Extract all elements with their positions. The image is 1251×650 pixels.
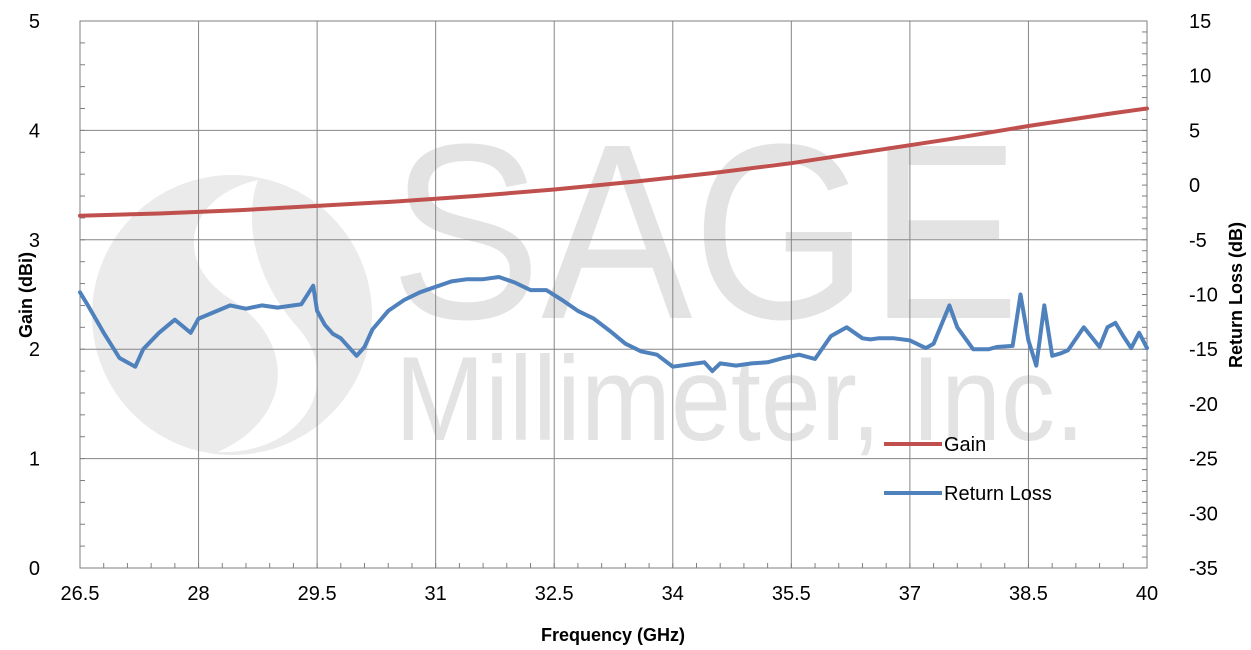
legend-label: Gain [944, 434, 986, 456]
y-axis-left-tick-labels: 0 1 2 3 4 5 [29, 11, 40, 580]
x-tick-label: 29.5 [298, 583, 337, 605]
y-right-tick-label: -5 [1189, 230, 1207, 252]
x-tick-label: 28 [187, 583, 209, 605]
series-line-gain [78, 106, 1149, 218]
x-tick-label: 31 [425, 583, 447, 605]
x-axis-title: Frequency (GHz) [541, 625, 685, 645]
gridlines [80, 21, 1147, 568]
y-right-tick-label: -35 [1189, 558, 1218, 580]
watermark: SAGE Millimeter, Inc. [92, 92, 1085, 466]
y-right-tick-label: -25 [1189, 449, 1218, 471]
x-tick-label: 26.5 [61, 583, 100, 605]
series-layer [78, 106, 1149, 374]
watermark-company-text: Millimeter, Inc. [395, 332, 1085, 466]
y-right-tick-label: 10 [1189, 66, 1211, 88]
x-tick-label: 32.5 [535, 583, 574, 605]
y-left-tick-label: 3 [29, 230, 40, 252]
legend-label: Return Loss [944, 483, 1052, 505]
x-tick-label: 34 [662, 583, 684, 605]
y-right-tick-label: -15 [1189, 339, 1218, 361]
y-left-tick-label: 5 [29, 11, 40, 33]
y-axis-right-title: Return Loss (dB) [1226, 222, 1246, 368]
watermark-logo-swirl [193, 180, 318, 453]
y-left-tick-label: 4 [29, 120, 40, 142]
series-line-return-loss [78, 275, 1149, 374]
y-right-tick-label: 0 [1189, 175, 1200, 197]
y-axis-right-tick-labels: -35 -30 -25 -20 -15 -10 -5 0 5 10 15 [1189, 11, 1218, 580]
x-axis-tick-labels: 26.5 28 29.5 31 32.5 34 35.5 37 38.5 40 [61, 583, 1159, 605]
y-right-tick-label: -30 [1189, 503, 1218, 525]
y-right-tick-label: -10 [1189, 285, 1218, 307]
y-left-tick-label: 1 [29, 449, 40, 471]
y-axis-left-title: Gain (dBi) [16, 252, 36, 338]
watermark-sage-text: SAGE [390, 92, 1020, 371]
y-right-tick-label: 15 [1189, 11, 1211, 33]
y-right-tick-label: -20 [1189, 394, 1218, 416]
x-tick-label: 35.5 [772, 583, 811, 605]
x-tick-label: 37 [899, 583, 921, 605]
x-tick-label: 38.5 [1009, 583, 1048, 605]
y-right-tick-label: 5 [1189, 120, 1200, 142]
y-left-tick-label: 0 [29, 558, 40, 580]
legend: Gain Return Loss [884, 434, 1052, 505]
y-left-tick-label: 2 [29, 339, 40, 361]
minor-ticks [79, 20, 1148, 569]
plot-area [78, 20, 1149, 569]
x-tick-label: 40 [1136, 583, 1158, 605]
